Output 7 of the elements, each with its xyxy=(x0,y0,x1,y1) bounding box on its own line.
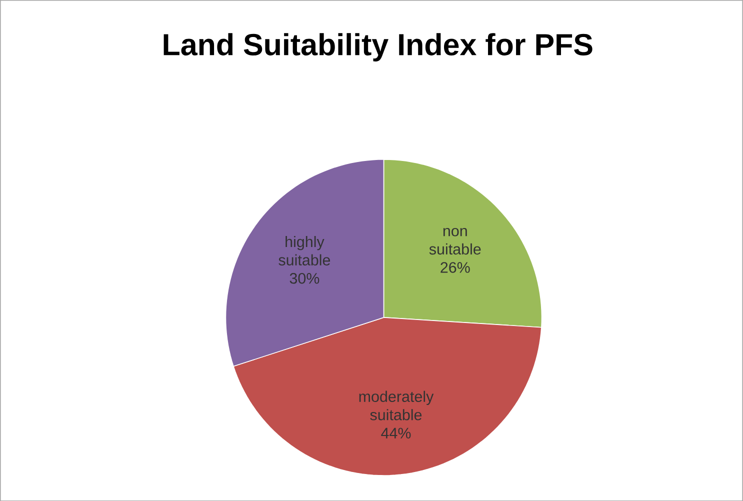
chart-title: Land Suitability Index for PFS xyxy=(164,32,592,62)
data-label: 44% xyxy=(381,428,411,438)
slice-label: moderately suitable xyxy=(359,390,434,420)
data-label: 26% xyxy=(440,262,470,273)
slice-label: non suitable xyxy=(429,228,481,254)
slice-label: highly suitable xyxy=(278,236,330,266)
data-label: 30% xyxy=(290,272,320,284)
